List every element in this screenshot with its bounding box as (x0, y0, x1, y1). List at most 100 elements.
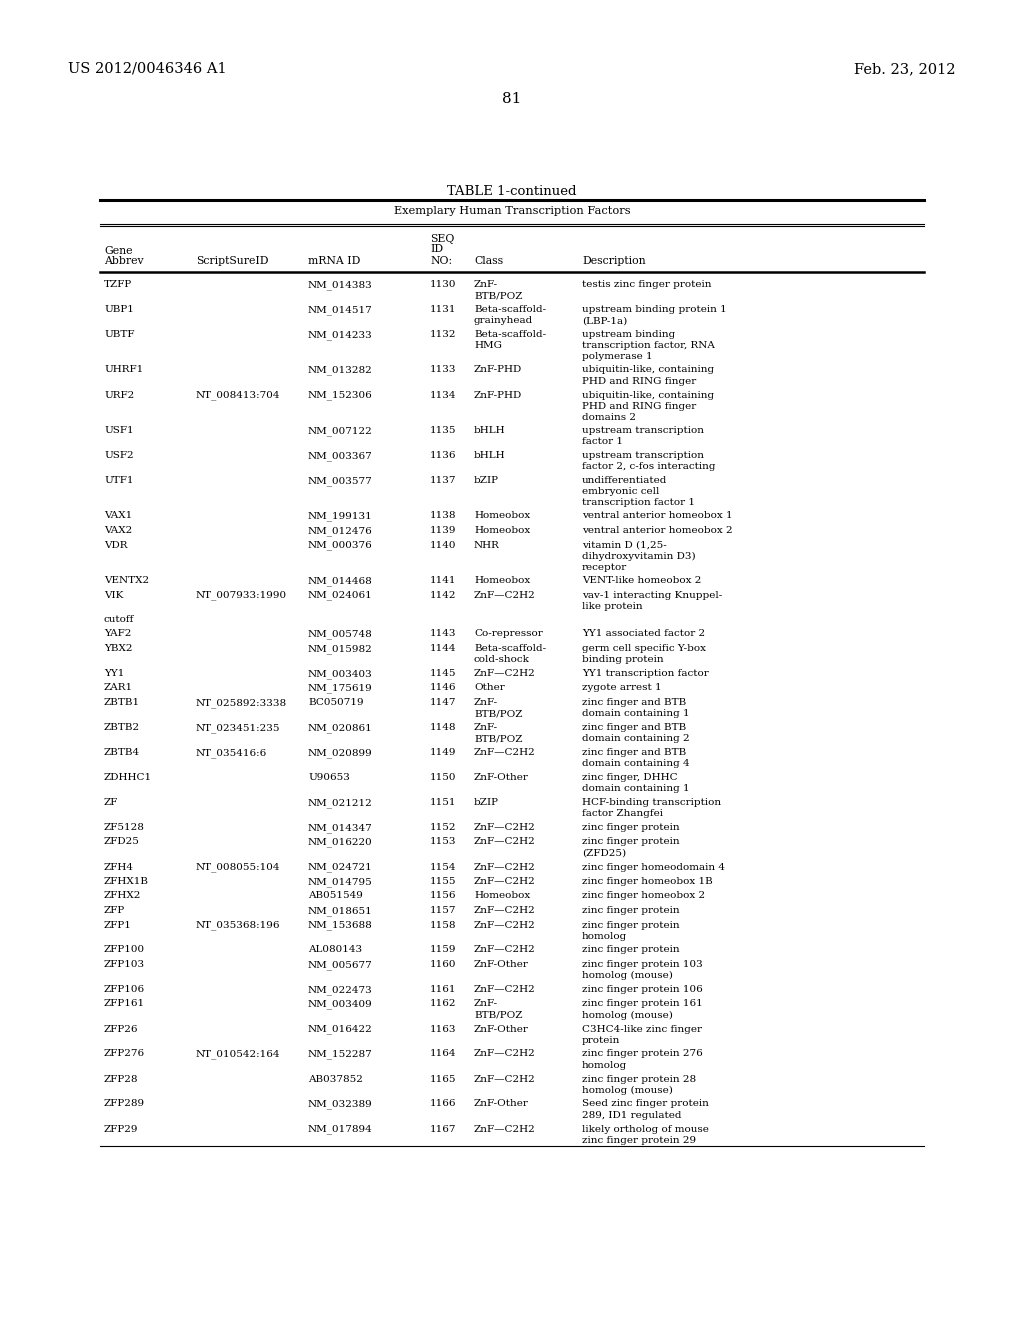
Text: 1136: 1136 (430, 451, 457, 459)
Text: zinc finger homeodomain 4: zinc finger homeodomain 4 (582, 862, 725, 871)
Text: ZnF-Other: ZnF-Other (474, 774, 528, 781)
Text: NM_003367: NM_003367 (308, 451, 373, 461)
Text: 1163: 1163 (430, 1024, 457, 1034)
Text: USF2: USF2 (104, 451, 133, 459)
Text: ZnF—C2H2: ZnF—C2H2 (474, 837, 536, 846)
Text: 1159: 1159 (430, 945, 457, 954)
Text: U90653: U90653 (308, 774, 350, 781)
Text: ZnF—C2H2: ZnF—C2H2 (474, 1074, 536, 1084)
Text: 1158: 1158 (430, 920, 457, 929)
Text: Gene: Gene (104, 246, 132, 256)
Text: ZnF-PHD: ZnF-PHD (474, 366, 522, 375)
Text: zinc finger and BTB
domain containing 4: zinc finger and BTB domain containing 4 (582, 748, 689, 768)
Text: ventral anterior homeobox 1: ventral anterior homeobox 1 (582, 511, 732, 520)
Text: cutoff: cutoff (104, 615, 134, 624)
Text: ZFP28: ZFP28 (104, 1074, 138, 1084)
Text: ZFHX2: ZFHX2 (104, 891, 141, 900)
Text: ZnF—C2H2: ZnF—C2H2 (474, 748, 536, 756)
Text: SEQ: SEQ (430, 234, 455, 244)
Text: 1140: 1140 (430, 540, 457, 549)
Text: upstream binding protein 1
(LBP-1a): upstream binding protein 1 (LBP-1a) (582, 305, 727, 325)
Text: NM_000376: NM_000376 (308, 540, 373, 550)
Text: ZnF-
BTB/POZ: ZnF- BTB/POZ (474, 723, 522, 743)
Text: YAF2: YAF2 (104, 630, 131, 639)
Text: ZnF-
BTB/POZ: ZnF- BTB/POZ (474, 698, 522, 718)
Text: 1149: 1149 (430, 748, 457, 756)
Text: NT_008055:104: NT_008055:104 (196, 862, 281, 873)
Text: ventral anterior homeobox 2: ventral anterior homeobox 2 (582, 525, 732, 535)
Text: VENT-like homeobox 2: VENT-like homeobox 2 (582, 576, 701, 585)
Text: zinc finger, DHHC
domain containing 1: zinc finger, DHHC domain containing 1 (582, 774, 689, 793)
Text: NM_020899: NM_020899 (308, 748, 373, 758)
Text: NM_014347: NM_014347 (308, 822, 373, 833)
Text: ZnF—C2H2: ZnF—C2H2 (474, 906, 536, 915)
Text: 1138: 1138 (430, 511, 457, 520)
Text: UHRF1: UHRF1 (104, 366, 143, 375)
Text: YY1 transcription factor: YY1 transcription factor (582, 669, 709, 678)
Text: YY1 associated factor 2: YY1 associated factor 2 (582, 630, 706, 639)
Text: bZIP: bZIP (474, 799, 499, 807)
Text: Abbrev: Abbrev (104, 256, 143, 267)
Text: ZnF-PHD: ZnF-PHD (474, 391, 522, 400)
Text: Seed zinc finger protein
289, ID1 regulated: Seed zinc finger protein 289, ID1 regula… (582, 1100, 709, 1119)
Text: Other: Other (474, 684, 505, 693)
Text: VENTX2: VENTX2 (104, 576, 150, 585)
Text: 1133: 1133 (430, 366, 457, 375)
Text: 1165: 1165 (430, 1074, 457, 1084)
Text: NM_005748: NM_005748 (308, 630, 373, 639)
Text: 1130: 1130 (430, 280, 457, 289)
Text: NM_007122: NM_007122 (308, 426, 373, 436)
Text: UBTF: UBTF (104, 330, 134, 339)
Text: BC050719: BC050719 (308, 698, 364, 708)
Text: zinc finger protein 28
homolog (mouse): zinc finger protein 28 homolog (mouse) (582, 1074, 696, 1094)
Text: ZnF—C2H2: ZnF—C2H2 (474, 876, 536, 886)
Text: 1155: 1155 (430, 876, 457, 886)
Text: NM_003409: NM_003409 (308, 999, 373, 1010)
Text: germ cell specific Y-box
binding protein: germ cell specific Y-box binding protein (582, 644, 706, 664)
Text: Feb. 23, 2012: Feb. 23, 2012 (854, 62, 956, 77)
Text: NM_005677: NM_005677 (308, 960, 373, 970)
Text: Co-repressor: Co-repressor (474, 630, 543, 639)
Text: ZFP161: ZFP161 (104, 999, 145, 1008)
Text: zinc finger protein 103
homolog (mouse): zinc finger protein 103 homolog (mouse) (582, 960, 702, 981)
Text: ZFP: ZFP (104, 906, 125, 915)
Text: ZFP1: ZFP1 (104, 920, 132, 929)
Text: Homeobox: Homeobox (474, 511, 530, 520)
Text: ZnF-Other: ZnF-Other (474, 1100, 528, 1109)
Text: NM_152287: NM_152287 (308, 1049, 373, 1059)
Text: ZnF—C2H2: ZnF—C2H2 (474, 822, 536, 832)
Text: bHLH: bHLH (474, 426, 506, 436)
Text: ZnF—C2H2: ZnF—C2H2 (474, 1049, 536, 1059)
Text: 1157: 1157 (430, 906, 457, 915)
Text: ZFP289: ZFP289 (104, 1100, 145, 1109)
Text: likely ortholog of mouse
zinc finger protein 29: likely ortholog of mouse zinc finger pro… (582, 1125, 709, 1144)
Text: Homeobox: Homeobox (474, 576, 530, 585)
Text: NM_199131: NM_199131 (308, 511, 373, 521)
Text: ZFHX1B: ZFHX1B (104, 876, 150, 886)
Text: 1167: 1167 (430, 1125, 457, 1134)
Text: zinc finger homeobox 2: zinc finger homeobox 2 (582, 891, 706, 900)
Text: URF2: URF2 (104, 391, 134, 400)
Text: upstream binding
transcription factor, RNA
polymerase 1: upstream binding transcription factor, R… (582, 330, 715, 362)
Text: ZAR1: ZAR1 (104, 684, 133, 693)
Text: NM_012476: NM_012476 (308, 525, 373, 536)
Text: USF1: USF1 (104, 426, 133, 436)
Text: NM_032389: NM_032389 (308, 1100, 373, 1109)
Text: Beta-scaffold-
cold-shock: Beta-scaffold- cold-shock (474, 644, 546, 664)
Text: NT_023451:235: NT_023451:235 (196, 723, 281, 733)
Text: ZnF-Other: ZnF-Other (474, 1024, 528, 1034)
Text: ZFP26: ZFP26 (104, 1024, 138, 1034)
Text: UTF1: UTF1 (104, 477, 133, 484)
Text: ScriptSureID: ScriptSureID (196, 256, 268, 267)
Text: 1131: 1131 (430, 305, 457, 314)
Text: NT_010542:164: NT_010542:164 (196, 1049, 281, 1059)
Text: Beta-scaffold-
grainyhead: Beta-scaffold- grainyhead (474, 305, 546, 325)
Text: HCF-binding transcription
factor Zhangfei: HCF-binding transcription factor Zhangfe… (582, 799, 721, 818)
Text: VAX1: VAX1 (104, 511, 132, 520)
Text: NO:: NO: (430, 256, 453, 267)
Text: NM_021212: NM_021212 (308, 799, 373, 808)
Text: NM_024721: NM_024721 (308, 862, 373, 873)
Text: 1161: 1161 (430, 985, 457, 994)
Text: NM_015982: NM_015982 (308, 644, 373, 653)
Text: NM_003577: NM_003577 (308, 477, 373, 486)
